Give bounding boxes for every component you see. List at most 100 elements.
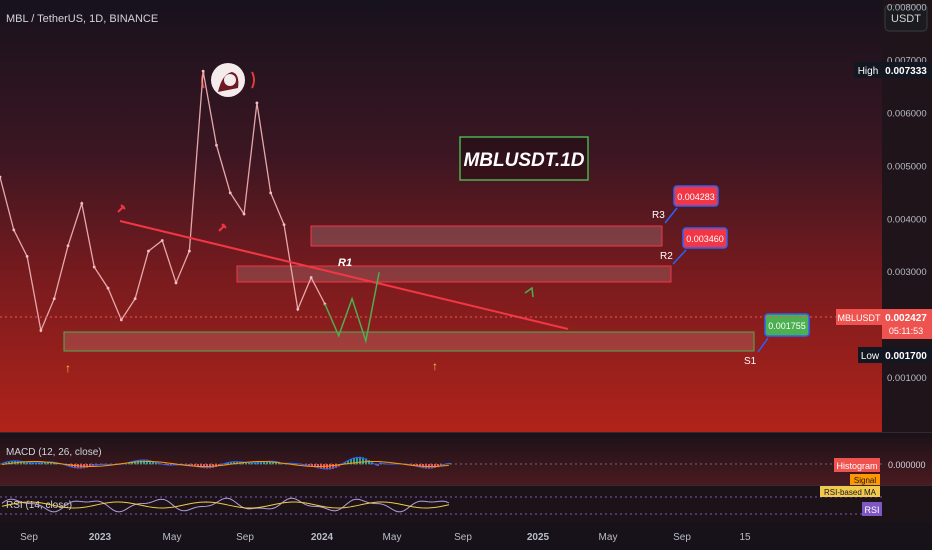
time-axis[interactable]: Sep 2023 May Sep 2024 May Sep 2025 May Sep 15 <box>20 532 751 543</box>
astronaut-logo-icon <box>201 63 255 97</box>
macd-histogram-bar <box>248 462 250 465</box>
time-tick-label: 2024 <box>311 532 334 543</box>
price-point <box>174 281 178 285</box>
macd-histogram-bar <box>38 462 40 465</box>
price-point <box>147 249 150 253</box>
macd-histogram-bar <box>413 464 415 466</box>
macd-histogram-bar <box>314 464 316 468</box>
main-pane-background <box>0 0 882 432</box>
high-label: High <box>858 66 879 77</box>
price-point <box>309 276 313 279</box>
low-value: 0.001700 <box>885 351 927 362</box>
macd-histogram-bar <box>32 462 34 465</box>
macd-title[interactable]: MACD (12, 26, close) <box>6 447 102 458</box>
symbol-title[interactable]: MBL / TetherUS, 1D, BINANCE <box>6 13 158 25</box>
up-arrow-icon: ↑ <box>65 361 71 375</box>
macd-histogram-bar <box>344 462 346 465</box>
macd-histogram-bar <box>449 463 451 465</box>
macd-histogram-bar <box>44 462 46 465</box>
time-tick-label: Sep <box>673 532 691 543</box>
macd-histogram-bar <box>29 462 31 465</box>
descending-trendline[interactable] <box>119 220 569 330</box>
macd-histogram-bar <box>146 459 148 465</box>
price-point <box>133 297 137 301</box>
price-point <box>92 265 96 269</box>
high-label-badge <box>854 62 882 78</box>
price-point <box>119 318 123 322</box>
s1-label: S1 <box>744 356 757 367</box>
macd-histogram-bar <box>41 462 43 465</box>
macd-histogram-bar <box>128 462 130 465</box>
price-point <box>282 223 286 227</box>
time-tick-label: Sep <box>20 532 38 543</box>
price-point <box>187 249 191 253</box>
s1-zone[interactable] <box>63 331 755 352</box>
macd-histogram-bar <box>233 461 235 465</box>
signal-label: Signal <box>854 476 876 485</box>
macd-histogram-bar <box>269 460 271 465</box>
macd-histogram-bar <box>200 464 202 468</box>
macd-histogram-bar <box>197 464 199 468</box>
time-tick-label: 15 <box>739 532 751 543</box>
time-tick-label: Sep <box>236 532 254 543</box>
macd-histogram-bar <box>329 464 331 470</box>
macd-histogram-bar <box>326 464 328 470</box>
countdown: 05:11:53 <box>889 326 923 336</box>
r3-zone[interactable] <box>310 225 663 247</box>
r2-label: R2 <box>660 251 673 262</box>
projection-path[interactable] <box>324 272 380 345</box>
r3-label: R3 <box>652 210 665 221</box>
low-label-badge <box>858 347 882 363</box>
price-point <box>296 307 300 311</box>
macd-histogram-bar <box>2 463 4 465</box>
price-tick-label: 0.006000 <box>887 108 927 119</box>
rsi-line <box>1 497 450 513</box>
macd-line <box>1 457 450 470</box>
s1-callout-text: 0.001755 <box>768 321 806 331</box>
r2-callout[interactable] <box>682 227 728 249</box>
macd-histogram-bar <box>194 464 196 467</box>
signal-badge <box>850 474 880 485</box>
macd-histogram-bar <box>155 462 157 465</box>
macd-histogram-bar <box>308 464 310 466</box>
time-tick-label: Sep <box>454 532 472 543</box>
macd-histogram-bar <box>362 457 364 465</box>
rsi-ma-label: RSI-based MA <box>824 488 877 497</box>
macd-histogram-bar <box>224 463 226 465</box>
macd-histogram-bar <box>350 458 352 465</box>
time-tick-label: May <box>599 532 618 543</box>
macd-histogram-bar <box>356 456 358 465</box>
currency-button-label: USDT <box>891 13 921 25</box>
price-point <box>242 212 246 216</box>
time-tick-label: 2025 <box>527 532 550 543</box>
macd-histogram-bar <box>236 461 238 465</box>
current-symbol: MBLUSDT <box>837 313 881 323</box>
r3-callout-pointer <box>664 207 678 224</box>
r2-zone[interactable] <box>236 265 672 283</box>
s1-callout-pointer <box>757 337 769 353</box>
up-arrow-icon: ↑ <box>432 359 438 373</box>
macd-histogram-bar <box>8 461 10 465</box>
macd-histogram-bar <box>416 464 418 467</box>
macd-histogram-bar <box>35 462 37 465</box>
macd-histogram-bar <box>368 460 370 465</box>
low-value-badge <box>882 347 932 363</box>
price-point <box>255 101 259 105</box>
price-point <box>215 143 218 147</box>
macd-histogram-bar <box>149 460 151 465</box>
low-label: Low <box>861 351 880 362</box>
currency-button[interactable] <box>884 4 928 32</box>
macd-histogram-bar <box>26 461 28 465</box>
macd-histogram-bar <box>335 464 337 468</box>
macd-histogram-bar <box>311 464 313 467</box>
r3-callout[interactable] <box>673 185 719 207</box>
macd-histogram-bar <box>131 461 133 465</box>
macd-histogram-bar <box>332 464 334 469</box>
hammer-marker-icon <box>117 204 126 213</box>
macd-histogram-bar <box>245 462 247 465</box>
price-point <box>160 239 164 242</box>
rsi-pane-background <box>0 486 932 522</box>
rsi-ma-badge <box>820 486 880 497</box>
s1-callout[interactable] <box>764 313 810 337</box>
